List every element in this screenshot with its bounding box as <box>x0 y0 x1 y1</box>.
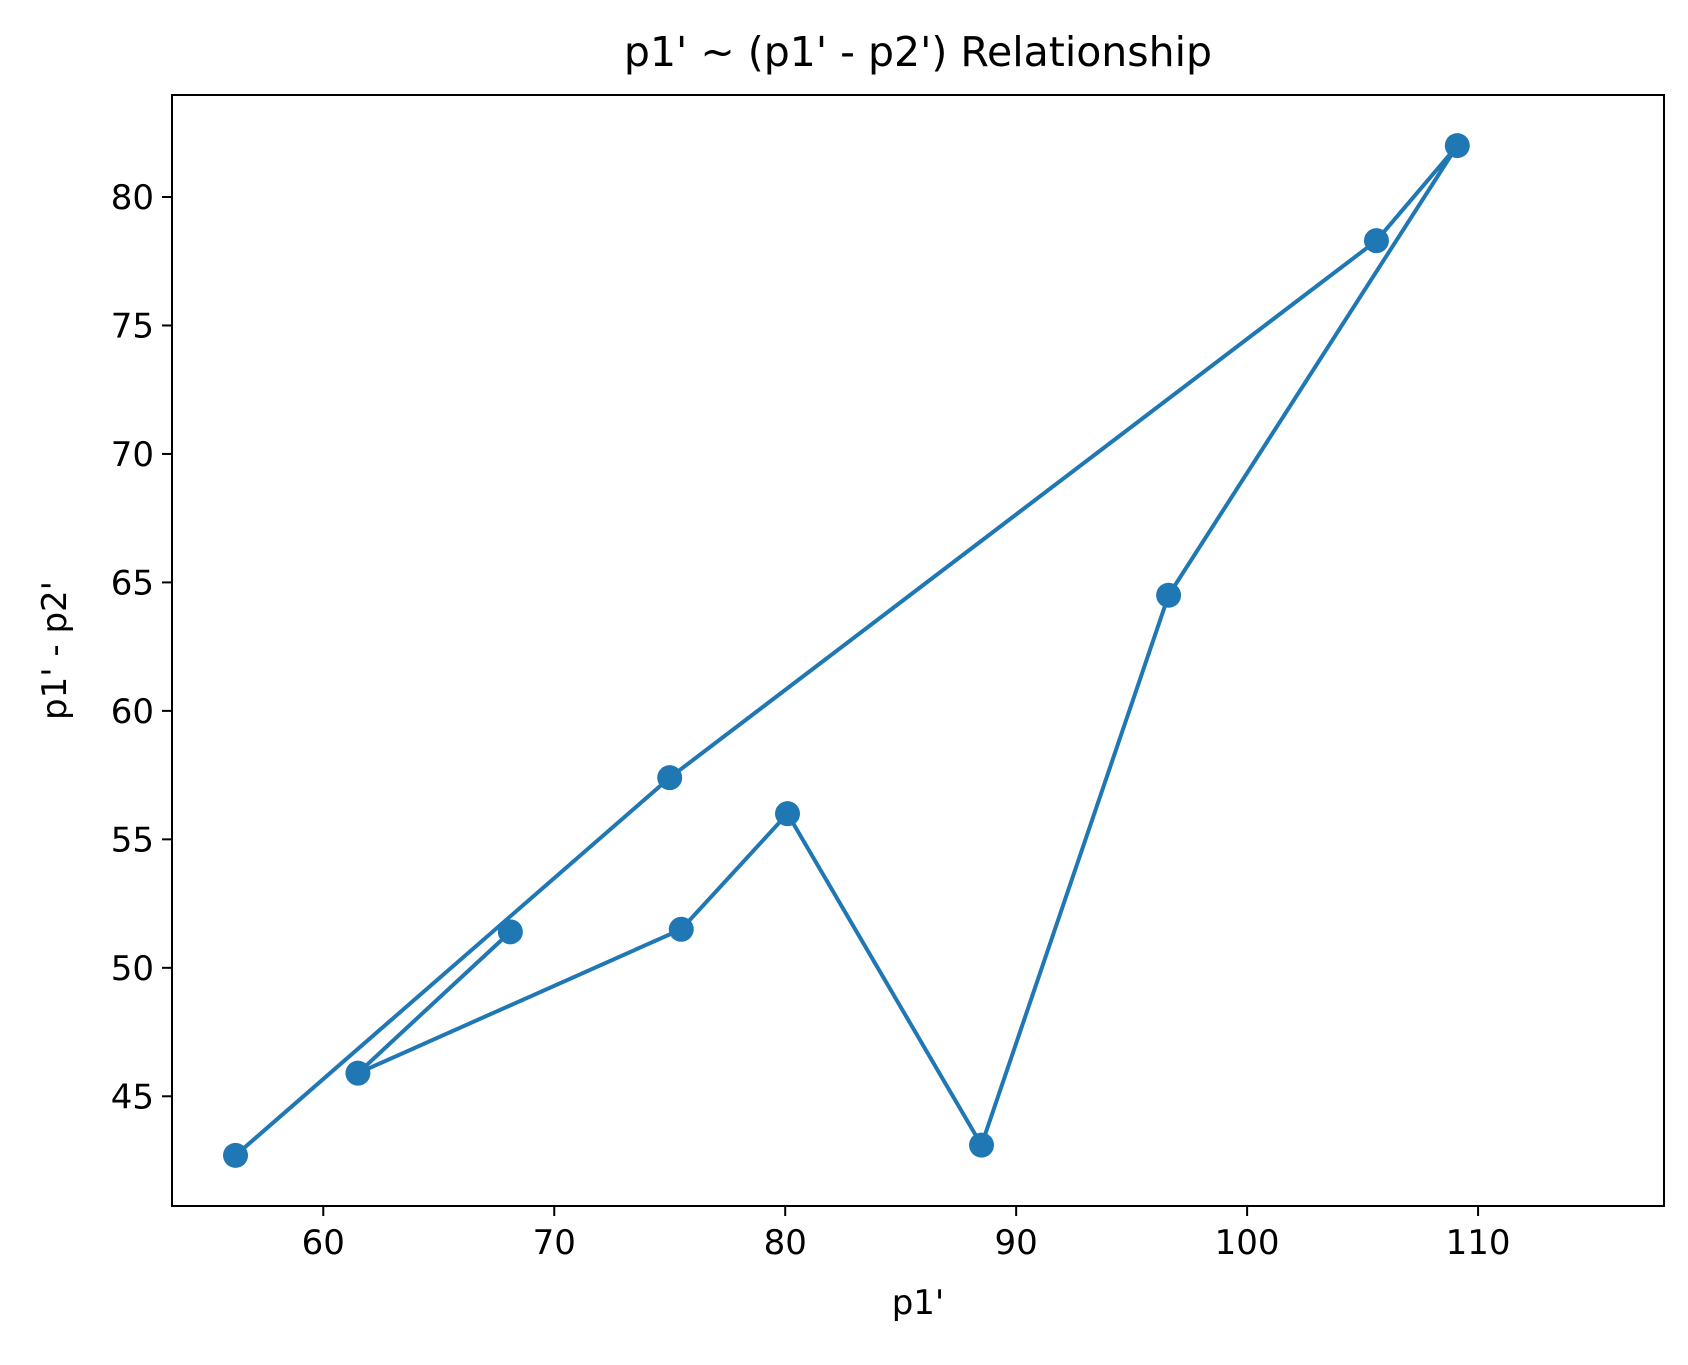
plot-background <box>172 95 1664 1206</box>
data-point <box>775 801 801 827</box>
x-axis-label: p1' <box>892 1283 945 1323</box>
y-tick-label: 70 <box>111 435 154 475</box>
y-tick-label: 75 <box>111 306 154 346</box>
series-line <box>233 143 1460 1158</box>
y-tick-label: 60 <box>111 692 154 732</box>
plot-frame <box>171 94 1665 1207</box>
x-tick-label: 100 <box>1215 1223 1280 1263</box>
data-point <box>668 916 694 942</box>
x-tick-label: 60 <box>302 1223 345 1263</box>
series-group <box>223 133 1470 1168</box>
y-axis-ticks: 45 50 55 60 65 70 75 80 <box>111 178 172 1117</box>
y-axis-label: p1' - p2' <box>35 581 75 720</box>
y-tick-label: 65 <box>111 563 154 603</box>
data-point <box>969 1132 995 1158</box>
data-point <box>657 765 683 791</box>
x-tick-label: 110 <box>1446 1223 1511 1263</box>
y-tick-label: 50 <box>111 949 154 989</box>
y-tick-label: 45 <box>111 1077 154 1117</box>
chart-title: p1' ~ (p1' - p2') Relationship <box>624 28 1212 76</box>
data-point <box>223 1142 249 1168</box>
data-point <box>345 1060 371 1086</box>
data-point <box>1363 228 1389 254</box>
data-point <box>497 919 523 945</box>
data-point <box>1444 133 1470 159</box>
x-axis-ticks: 60 70 80 90 100 110 <box>302 1206 1511 1263</box>
y-tick-label: 55 <box>111 820 154 860</box>
data-point <box>1156 582 1182 608</box>
x-tick-label: 80 <box>764 1223 807 1263</box>
x-tick-label: 90 <box>995 1223 1038 1263</box>
x-tick-label: 70 <box>533 1223 576 1263</box>
plot-area <box>172 95 1664 1206</box>
y-tick-label: 80 <box>111 178 154 218</box>
